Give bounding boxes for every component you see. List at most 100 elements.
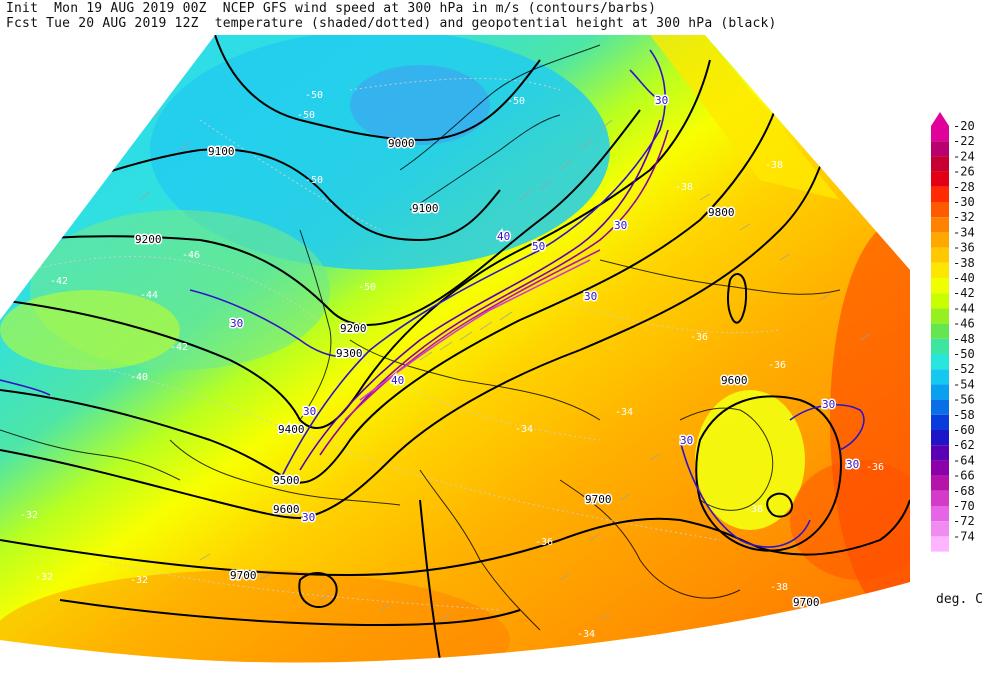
temperature-label: -40 bbox=[130, 372, 148, 383]
forecast-header: Fcst Tue 20 AUG 2019 12Z temperature (sh… bbox=[6, 16, 777, 31]
temperature-label: -32 bbox=[20, 510, 38, 521]
colorbar-swatch bbox=[931, 521, 949, 537]
temperature-label: -50 bbox=[507, 96, 525, 107]
colorbar-swatch bbox=[931, 354, 949, 370]
temperature-label: -36 bbox=[866, 462, 884, 473]
height-label: 9200 bbox=[135, 233, 162, 246]
height-label: 9600 bbox=[721, 374, 748, 387]
temperature-label-layer: -50 -50 -50 -50 -50 -46 -44 -42 -42 -40 -38 -38 -36 -… bbox=[20, 90, 884, 640]
colorbar-label: -62 bbox=[953, 438, 975, 452]
colorbar-label: -50 bbox=[953, 347, 975, 361]
temperature-label: -50 bbox=[305, 175, 323, 186]
temperature-label: -36 bbox=[768, 360, 786, 371]
temperature-label: -42 bbox=[50, 276, 68, 287]
height-label: 9700 bbox=[585, 493, 612, 506]
colorbar-swatch bbox=[931, 202, 949, 218]
height-label: 9700 bbox=[793, 596, 820, 609]
temperature-label: -50 bbox=[297, 110, 315, 121]
colorbar-swatch bbox=[931, 156, 949, 172]
height-contours bbox=[0, 35, 910, 661]
wind-label: 30 bbox=[303, 405, 316, 418]
colorbar-swatch bbox=[931, 217, 949, 233]
colorbar-swatch bbox=[931, 414, 949, 430]
colorbar-swatch bbox=[931, 490, 949, 506]
colorbar-swatch bbox=[931, 399, 949, 415]
colorbar-label: -56 bbox=[953, 393, 975, 407]
height-label: 9200 bbox=[340, 322, 367, 335]
colorbar-label: -48 bbox=[953, 332, 975, 346]
height-label: 9100 bbox=[208, 145, 235, 158]
colorbar-swatch bbox=[931, 308, 949, 324]
height-label: 9600 bbox=[273, 503, 300, 516]
colorbar-swatch bbox=[931, 126, 949, 142]
wind-contours bbox=[0, 49, 865, 548]
height-label: 9400 bbox=[278, 423, 305, 436]
temperature-label: -34 bbox=[515, 424, 533, 435]
wind-label: 50 bbox=[532, 240, 545, 253]
colorbar-label: -26 bbox=[953, 165, 975, 179]
temperature-label: -32 bbox=[35, 572, 53, 583]
colorbar-swatch bbox=[931, 171, 949, 187]
temperature-label: -42 bbox=[170, 342, 188, 353]
colorbar-label: -54 bbox=[953, 377, 975, 391]
colorbar-swatch bbox=[931, 338, 949, 354]
temperature-label: -34 bbox=[577, 629, 595, 640]
colorbar-swatch bbox=[931, 536, 949, 552]
colorbar-label: -68 bbox=[953, 484, 975, 498]
colorbar-label: -46 bbox=[953, 317, 975, 331]
colorbar-label: -72 bbox=[953, 514, 975, 528]
colorbar-label: -30 bbox=[953, 195, 975, 209]
height-label: 9700 bbox=[230, 569, 257, 582]
colorbar-label: -58 bbox=[953, 408, 975, 422]
temperature-label: -36 bbox=[690, 332, 708, 343]
height-label: 9500 bbox=[273, 474, 300, 487]
colorbar-swatch bbox=[931, 323, 949, 339]
colorbar-swatch bbox=[931, 506, 949, 522]
temperature-label: -50 bbox=[305, 90, 323, 101]
colorbar-swatch bbox=[931, 293, 949, 309]
temperature-colorbar: -20-22-24 -26-28-30-32-34 -36-38-40-42-44 -… bbox=[931, 112, 975, 552]
temperature-label: -46 bbox=[182, 250, 200, 261]
colorbar-label: -52 bbox=[953, 362, 975, 376]
colorbar-unit: deg. C bbox=[936, 592, 983, 607]
height-label: 9800 bbox=[708, 206, 735, 219]
colorbar-label: -74 bbox=[953, 529, 975, 543]
height-label: 9100 bbox=[412, 202, 439, 215]
wind-label-layer: 30 30 30 40 40 30 30 30 30 30 30 50 bbox=[229, 93, 861, 526]
colorbar-label: -36 bbox=[953, 241, 975, 255]
colorbar-swatch bbox=[931, 186, 949, 202]
colorbar-label: -40 bbox=[953, 271, 975, 285]
colorbar-swatch bbox=[931, 475, 949, 491]
temperature-label: -34 bbox=[615, 407, 633, 418]
temperature-label: -38 bbox=[745, 504, 763, 515]
colorbar-swatch bbox=[931, 445, 949, 461]
colorbar-label: -44 bbox=[953, 301, 975, 315]
colorbar-label: -22 bbox=[953, 134, 975, 148]
wind-label: 30 bbox=[614, 219, 627, 232]
colorbar-label: -38 bbox=[953, 256, 975, 270]
temperature-field bbox=[0, 35, 910, 663]
colorbar-swatch bbox=[931, 232, 949, 248]
colorbar-label: -34 bbox=[953, 225, 975, 239]
temperature-label: -32 bbox=[130, 575, 148, 586]
colorbar-swatch bbox=[931, 262, 949, 278]
wind-label: 40 bbox=[497, 230, 510, 243]
colorbar-label: -64 bbox=[953, 453, 975, 467]
colorbar-swatch bbox=[931, 384, 949, 400]
temperature-label: -36 bbox=[535, 537, 553, 548]
temperature-label: -38 bbox=[770, 582, 788, 593]
colorbar-swatch bbox=[931, 278, 949, 294]
wind-label: 30 bbox=[846, 458, 859, 471]
colorbar-label: -42 bbox=[953, 286, 975, 300]
wind-label: 30 bbox=[680, 434, 693, 447]
colorbar-label: -20 bbox=[953, 119, 975, 133]
colorbar-swatch bbox=[931, 460, 949, 476]
wind-label: 30 bbox=[230, 317, 243, 330]
wind-label: 30 bbox=[302, 511, 315, 524]
wind-label: 30 bbox=[655, 94, 668, 107]
colorbar-label: -24 bbox=[953, 149, 975, 163]
colorbar-label: -32 bbox=[953, 210, 975, 224]
colorbar-label: -28 bbox=[953, 180, 975, 194]
height-label-layer: 9100 9000 9100 9200 9200 9300 9400 9500 9600 9700… bbox=[134, 136, 822, 611]
